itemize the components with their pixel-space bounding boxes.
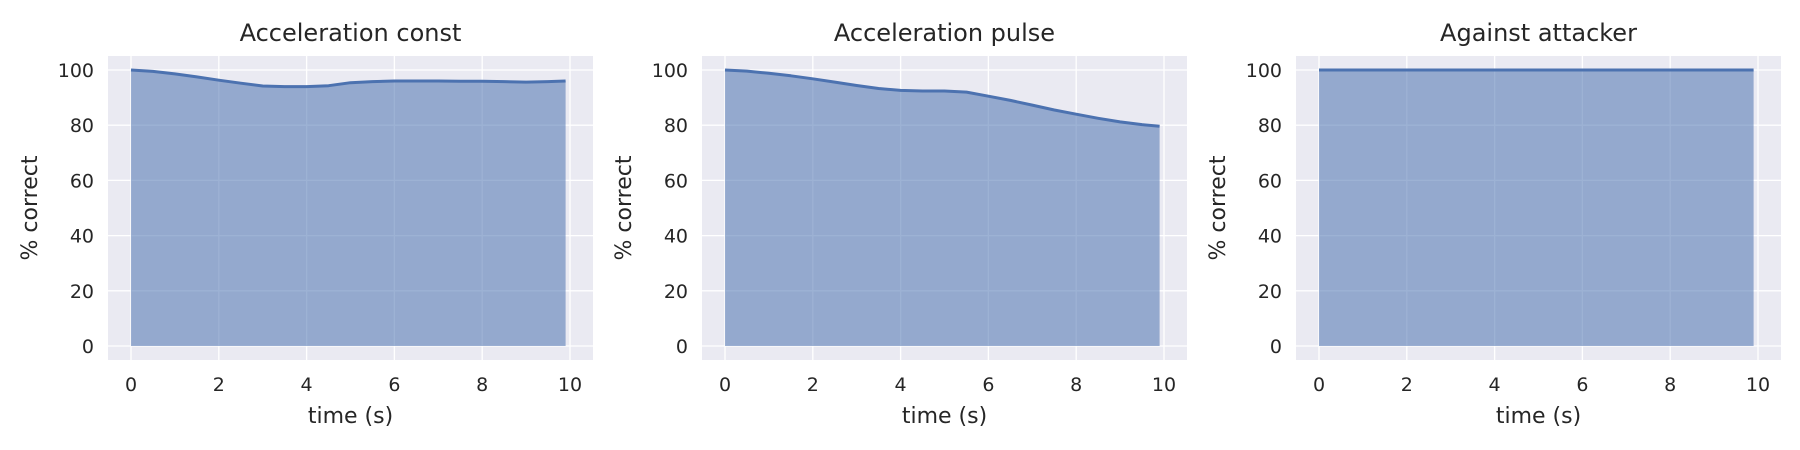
y-tick-label: 20 [1258,281,1282,303]
x-axis-label: time (s) [902,404,987,429]
y-axis-label: % correct [1206,155,1231,260]
x-tick-label: 6 [388,374,400,396]
x-tick-label: 6 [1576,374,1588,396]
x-axis-label: time (s) [1496,404,1581,429]
y-tick-label: 40 [664,226,688,248]
x-tick-label: 10 [1152,374,1176,396]
x-axis-label: time (s) [308,404,393,429]
x-tick-label: 8 [1664,374,1676,396]
tick-labels: 0 20 40 60 80 100 0 2 4 6 8 10 [58,60,582,396]
x-tick-label: 10 [1746,374,1770,396]
x-tick-label: 10 [558,374,582,396]
y-tick-label: 0 [676,336,688,358]
area-fill [131,70,566,346]
chart-title: Against attacker [1440,19,1637,47]
x-tick-label: 6 [982,374,994,396]
y-tick-label: 80 [1258,115,1282,137]
x-tick-label: 4 [1489,374,1501,396]
y-axis-label: % correct [612,155,637,260]
y-tick-label: 100 [652,60,688,82]
chart-title: Acceleration pulse [834,19,1055,47]
y-tick-label: 0 [1270,336,1282,358]
x-tick-label: 4 [301,374,313,396]
y-tick-label: 60 [70,170,94,192]
tick-labels: 0 20 40 60 80 100 0 2 4 6 8 10 [1246,60,1770,396]
series-line [724,68,1160,128]
y-tick-label: 60 [664,170,688,192]
chart-panel-against-attacker: 0 20 40 60 80 100 0 2 4 6 8 10 Against attacker tim… [1206,19,1781,429]
y-tick-label: 20 [70,281,94,303]
y-tick-label: 40 [70,226,94,248]
x-tick-label: 8 [476,374,488,396]
chart-panel-acceleration-const: 0 20 40 60 80 100 0 2 4 6 8 10 Acceleration const t… [18,19,593,429]
area-fill [725,70,1160,346]
y-tick-label: 40 [1258,226,1282,248]
chart-panel-acceleration-pulse: 0 20 40 60 80 100 0 2 4 6 8 10 Acceleration pulse t… [612,19,1187,429]
x-tick-label: 0 [1313,374,1325,396]
x-tick-label: 4 [895,374,907,396]
y-tick-label: 100 [1246,60,1282,82]
tick-labels: 0 20 40 60 80 100 0 2 4 6 8 10 [652,60,1176,396]
chart-title: Acceleration const [240,19,462,47]
y-tick-label: 80 [664,115,688,137]
x-tick-label: 2 [1401,374,1413,396]
x-tick-label: 0 [719,374,731,396]
y-tick-label: 80 [70,115,94,137]
x-tick-label: 2 [807,374,819,396]
x-tick-label: 0 [125,374,137,396]
x-tick-label: 2 [213,374,225,396]
series-line [130,68,566,89]
y-tick-label: 20 [664,281,688,303]
y-tick-label: 60 [1258,170,1282,192]
x-tick-label: 8 [1070,374,1082,396]
y-tick-label: 0 [82,336,94,358]
area-fill [1319,70,1754,346]
y-axis-label: % correct [18,155,43,260]
y-tick-label: 100 [58,60,94,82]
